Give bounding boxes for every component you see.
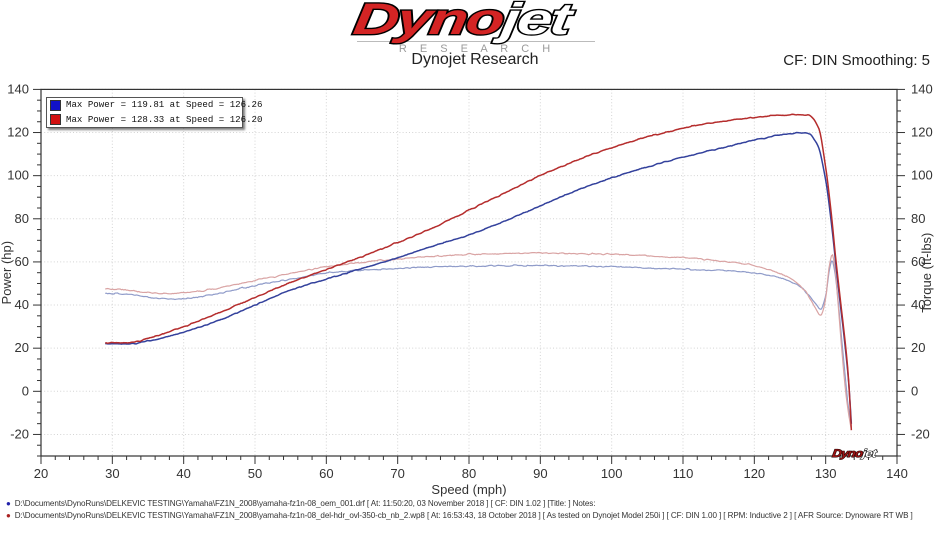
svg-text:40: 40 xyxy=(15,297,29,312)
svg-text:70: 70 xyxy=(390,466,404,481)
svg-text:30: 30 xyxy=(105,466,119,481)
svg-text:90: 90 xyxy=(533,466,547,481)
svg-text:120: 120 xyxy=(743,466,765,481)
svg-text:120: 120 xyxy=(911,125,933,140)
svg-text:140: 140 xyxy=(911,81,933,96)
svg-text:100: 100 xyxy=(601,466,623,481)
svg-text:100: 100 xyxy=(7,168,29,183)
svg-text:0: 0 xyxy=(22,383,29,398)
svg-text:80: 80 xyxy=(462,466,476,481)
svg-text:130: 130 xyxy=(815,466,837,481)
svg-text:20: 20 xyxy=(911,340,925,355)
svg-text:140: 140 xyxy=(886,466,908,481)
svg-text:20: 20 xyxy=(34,466,48,481)
svg-text:Speed (mph): Speed (mph) xyxy=(431,482,506,497)
svg-text:110: 110 xyxy=(673,466,694,481)
svg-text:0: 0 xyxy=(911,383,918,398)
svg-text:100: 100 xyxy=(911,168,933,183)
svg-text:-20: -20 xyxy=(911,426,930,441)
svg-text:40: 40 xyxy=(176,466,190,481)
svg-text:20: 20 xyxy=(15,340,29,355)
svg-text:80: 80 xyxy=(911,211,925,226)
svg-text:80: 80 xyxy=(15,211,29,226)
svg-text:120: 120 xyxy=(7,125,29,140)
svg-text:Torque (ft-lbs): Torque (ft-lbs) xyxy=(919,233,934,313)
svg-text:Power (hp): Power (hp) xyxy=(0,241,14,305)
svg-text:140: 140 xyxy=(7,81,29,96)
svg-text:-20: -20 xyxy=(10,426,29,441)
svg-text:60: 60 xyxy=(319,466,333,481)
svg-text:50: 50 xyxy=(248,466,262,481)
svg-text:60: 60 xyxy=(15,254,29,269)
